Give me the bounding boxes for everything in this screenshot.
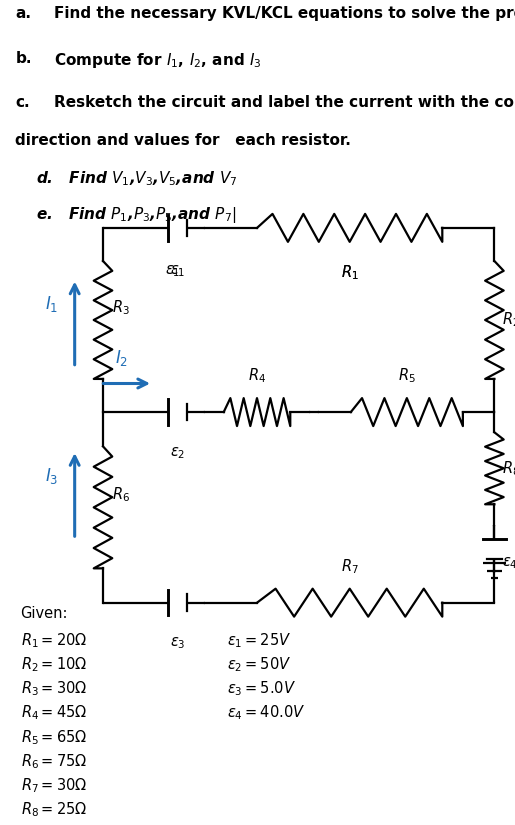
- Text: $R_4 = 45\Omega$: $R_4 = 45\Omega$: [21, 704, 87, 723]
- Text: $\varepsilon_1 = 25V$: $\varepsilon_1 = 25V$: [227, 631, 291, 650]
- Text: $R_6$: $R_6$: [112, 485, 130, 504]
- Text: b.: b.: [15, 51, 32, 66]
- Text: $R_7$: $R_7$: [341, 557, 358, 576]
- Text: $\varepsilon_2$: $\varepsilon_2$: [170, 446, 185, 461]
- Text: $R_2$: $R_2$: [502, 311, 515, 329]
- Text: Find the necessary KVL/KCL equations to solve the problem.: Find the necessary KVL/KCL equations to …: [54, 6, 515, 21]
- Text: $\varepsilon_1$: $\varepsilon_1$: [170, 263, 185, 279]
- Text: $\varepsilon_4$: $\varepsilon_4$: [502, 555, 515, 571]
- Text: $R_8$: $R_8$: [502, 459, 515, 478]
- Text: $R_1 = 20\Omega$: $R_1 = 20\Omega$: [21, 631, 87, 650]
- Text: $I_1$: $I_1$: [45, 294, 58, 314]
- Text: $R_1$: $R_1$: [341, 263, 358, 281]
- Text: $R_7 = 30\Omega$: $R_7 = 30\Omega$: [21, 776, 87, 794]
- Text: $\varepsilon_2 = 50V$: $\varepsilon_2 = 50V$: [227, 655, 291, 674]
- Text: $\varepsilon_4 = 40.0V$: $\varepsilon_4 = 40.0V$: [227, 704, 305, 723]
- Text: d.   Find $\mathit{V_1}$,$\mathit{V_3}$,$\mathit{V_5}$,and $\mathit{V_7}$: d. Find $\mathit{V_1}$,$\mathit{V_3}$,$\…: [36, 169, 237, 187]
- Text: e.   Find $\mathit{P_1}$,$\mathit{P_3}$,$\mathit{P_5}$,and $\mathit{P_7}$$\mathi: e. Find $\mathit{P_1}$,$\mathit{P_3}$,$\…: [36, 205, 236, 225]
- Text: direction and values for   each resistor.: direction and values for each resistor.: [15, 133, 351, 148]
- Text: $R_2 = 10\Omega$: $R_2 = 10\Omega$: [21, 655, 87, 674]
- Text: $R_1$: $R_1$: [341, 263, 358, 281]
- Text: Given:: Given:: [21, 606, 68, 621]
- Text: $R_6 = 75\Omega$: $R_6 = 75\Omega$: [21, 752, 87, 771]
- Text: $R_3$: $R_3$: [112, 298, 130, 317]
- Text: Compute for $\mathit{I_1}$, $\mathit{I_2}$, and $\mathit{I_3}$: Compute for $\mathit{I_1}$, $\mathit{I_2…: [54, 51, 262, 70]
- Text: $I_2$: $I_2$: [115, 347, 128, 368]
- Text: Resketch the circuit and label the current with the correct: Resketch the circuit and label the curre…: [54, 95, 515, 110]
- Text: $R_5 = 65\Omega$: $R_5 = 65\Omega$: [21, 728, 87, 747]
- Text: $\varepsilon_1$: $\varepsilon_1$: [165, 263, 180, 279]
- Text: $\varepsilon_3 = 5.0V$: $\varepsilon_3 = 5.0V$: [227, 680, 296, 698]
- Text: $\varepsilon_3$: $\varepsilon_3$: [170, 636, 185, 652]
- Text: $R_5$: $R_5$: [398, 366, 416, 385]
- Text: a.: a.: [15, 6, 31, 21]
- Text: $R_3 = 30\Omega$: $R_3 = 30\Omega$: [21, 680, 87, 698]
- Text: $I_3$: $I_3$: [45, 465, 58, 486]
- Text: $R_4$: $R_4$: [248, 366, 266, 385]
- Text: c.: c.: [15, 95, 30, 110]
- Text: $R_8 = 25\Omega$: $R_8 = 25\Omega$: [21, 800, 87, 819]
